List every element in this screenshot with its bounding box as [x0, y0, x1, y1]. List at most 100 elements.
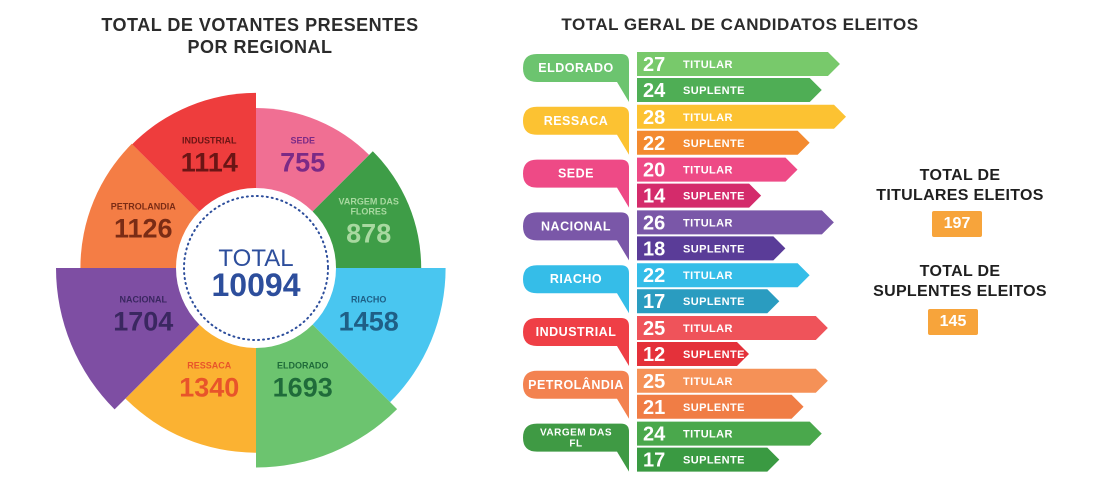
slice-label-riacho: RIACHO	[351, 295, 387, 305]
slice-label-ressaca: RESSACA	[187, 361, 232, 371]
total-titulares-line-2: TITULARES ELEITOS	[876, 187, 1044, 204]
slice-label-eldorado: ELDORADO	[277, 361, 329, 371]
group-eldorado: ELDORADO 27 TITULAR 24 SUPLENTE	[523, 52, 840, 102]
bar-value-titular-riacho: 22	[643, 265, 665, 287]
total-suplentes-badge: 145	[928, 309, 978, 335]
bar-value-titular-ressaca: 28	[643, 107, 665, 129]
group-sede: SEDE 20 TITULAR 14 SUPLENTE	[523, 157, 798, 208]
bar-label-titular-sede: TITULAR	[683, 165, 733, 177]
bar-titular-nacional	[637, 210, 834, 235]
bar-suplente-nacional	[637, 236, 786, 261]
total-suplentes-line-2: SUPLENTES ELEITOS	[873, 283, 1047, 300]
bar-value-suplente-eldorado: 24	[643, 80, 666, 102]
slice-value-vargem-das-flores: 878	[346, 218, 391, 248]
total-center-circle	[176, 188, 336, 348]
total-center-dots	[183, 195, 329, 341]
slice-label-vargem-das-flores: VARGEM DAS FLORES	[339, 196, 399, 216]
bar-label-titular-nacional: TITULAR	[683, 217, 733, 229]
bar-label-suplente-ressaca: SUPLENTE	[683, 138, 745, 150]
slice-value-riacho: 1458	[339, 307, 399, 337]
bar-label-suplente-nacional: SUPLENTE	[683, 243, 745, 255]
bar-value-titular-petrolandia: 25	[643, 371, 665, 393]
group-ressaca: RESSACA 28 TITULAR 22 SUPLENTE	[523, 104, 846, 155]
bar-titular-riacho	[637, 263, 810, 288]
slice-value-ressaca: 1340	[179, 373, 239, 403]
bar-suplente-eldorado	[637, 78, 822, 102]
tag-ressaca	[523, 106, 629, 155]
group-industrial: INDUSTRIAL 25 TITULAR 12 SUPLENTE	[523, 316, 828, 366]
left-title-line-2: POR REGIONAL	[187, 37, 333, 57]
bar-titular-ressaca	[637, 104, 846, 129]
group-vargem-das-fl: VARGEM DAS FL 24 TITULAR 17 SUPLENTE	[523, 421, 822, 472]
bar-titular-vargem-das-fl	[637, 421, 822, 446]
bar-value-titular-vargem-das-fl: 24	[643, 424, 666, 446]
total-titulares-line-1: TOTAL DE	[919, 167, 1001, 184]
bar-value-titular-eldorado: 27	[643, 54, 665, 76]
bar-suplente-sede	[637, 183, 762, 208]
bar-value-suplente-vargem-das-fl: 17	[643, 450, 665, 472]
left-title-line-1: TOTAL DE VOTANTES PRESENTES	[101, 15, 419, 35]
bar-titular-petrolandia	[637, 368, 828, 393]
bar-value-suplente-riacho: 17	[643, 291, 665, 313]
tag-label-eldorado: ELDORADO	[538, 61, 614, 75]
bar-label-titular-vargem-das-fl: TITULAR	[683, 429, 733, 441]
bar-value-suplente-nacional: 18	[643, 238, 665, 260]
bar-suplente-riacho	[637, 289, 780, 314]
bar-titular-industrial	[637, 316, 828, 340]
slice-value-petrolandia: 1126	[114, 213, 173, 243]
tag-label-sede: SEDE	[558, 167, 594, 181]
tag-riacho	[523, 265, 629, 314]
bar-label-titular-petrolandia: TITULAR	[683, 376, 733, 388]
bar-titular-sede	[637, 157, 798, 182]
bar-label-titular-eldorado: TITULAR	[683, 59, 733, 71]
slice-label-industrial: INDUSTRIAL	[182, 135, 237, 145]
bar-label-suplente-eldorado: SUPLENTE	[683, 85, 745, 97]
bar-label-suplente-riacho: SUPLENTE	[683, 296, 745, 308]
bar-suplente-industrial	[637, 342, 749, 366]
total-suplentes-label: TOTAL DE SUPLENTES ELEITOS	[860, 262, 1060, 302]
slice-label-sede: SEDE	[290, 135, 315, 145]
slice-value-eldorado: 1693	[273, 373, 333, 403]
total-value: 10094	[212, 267, 301, 303]
bar-value-titular-sede: 20	[643, 160, 665, 182]
tag-vargem-das-fl	[523, 423, 629, 472]
bar-label-suplente-sede: SUPLENTE	[683, 191, 745, 203]
tag-petrolandia	[523, 370, 629, 419]
bar-label-titular-industrial: TITULAR	[683, 323, 733, 335]
left-chart-title: TOTAL DE VOTANTES PRESENTES POR REGIONAL	[60, 14, 460, 58]
tag-label-industrial: INDUSTRIAL	[536, 325, 617, 339]
group-nacional: NACIONAL 26 TITULAR 18 SUPLENTE	[523, 210, 834, 261]
bar-titular-eldorado	[637, 52, 840, 76]
tag-sede	[523, 159, 629, 208]
slice-value-nacional: 1704	[113, 307, 173, 337]
slice-label-nacional: NACIONAL	[120, 295, 168, 305]
bar-label-suplente-vargem-das-fl: SUPLENTE	[683, 455, 745, 467]
total-label: TOTAL	[218, 245, 293, 272]
tag-label-nacional: NACIONAL	[541, 219, 611, 233]
slice-label-petrolandia: PETROLANDIA	[111, 201, 177, 211]
tag-label-ressaca: RESSACA	[544, 114, 609, 128]
bar-suplente-ressaca	[637, 130, 810, 155]
tag-label-vargem-das-fl: VARGEM DAS FL	[540, 428, 612, 450]
tag-eldorado	[523, 54, 629, 102]
tag-industrial	[523, 318, 629, 366]
bar-value-suplente-ressaca: 22	[643, 133, 665, 155]
total-suplentes-line-1: TOTAL DE	[919, 263, 1001, 280]
bar-suplente-petrolandia	[637, 394, 804, 419]
total-titulares-badge: 197	[932, 211, 982, 237]
group-petrolandia: PETROLÂNDIA 25 TITULAR 21 SUPLENTE	[523, 368, 828, 419]
bar-value-suplente-sede: 14	[643, 186, 666, 208]
bar-suplente-vargem-das-fl	[637, 447, 780, 472]
right-chart-title: TOTAL GERAL DE CANDIDATOS ELEITOS	[561, 15, 919, 34]
slice-value-sede: 755	[280, 147, 325, 177]
bar-label-suplente-petrolandia: SUPLENTE	[683, 402, 745, 414]
tag-nacional	[523, 212, 629, 261]
bar-label-suplente-industrial: SUPLENTE	[683, 349, 745, 361]
bar-label-titular-ressaca: TITULAR	[683, 112, 733, 124]
tag-label-petrolandia: PETROLÂNDIA	[528, 377, 624, 392]
bar-label-titular-riacho: TITULAR	[683, 270, 733, 282]
tag-label-riacho: RIACHO	[550, 272, 602, 286]
bar-value-titular-industrial: 25	[643, 318, 665, 340]
bar-value-suplente-industrial: 12	[643, 344, 665, 366]
